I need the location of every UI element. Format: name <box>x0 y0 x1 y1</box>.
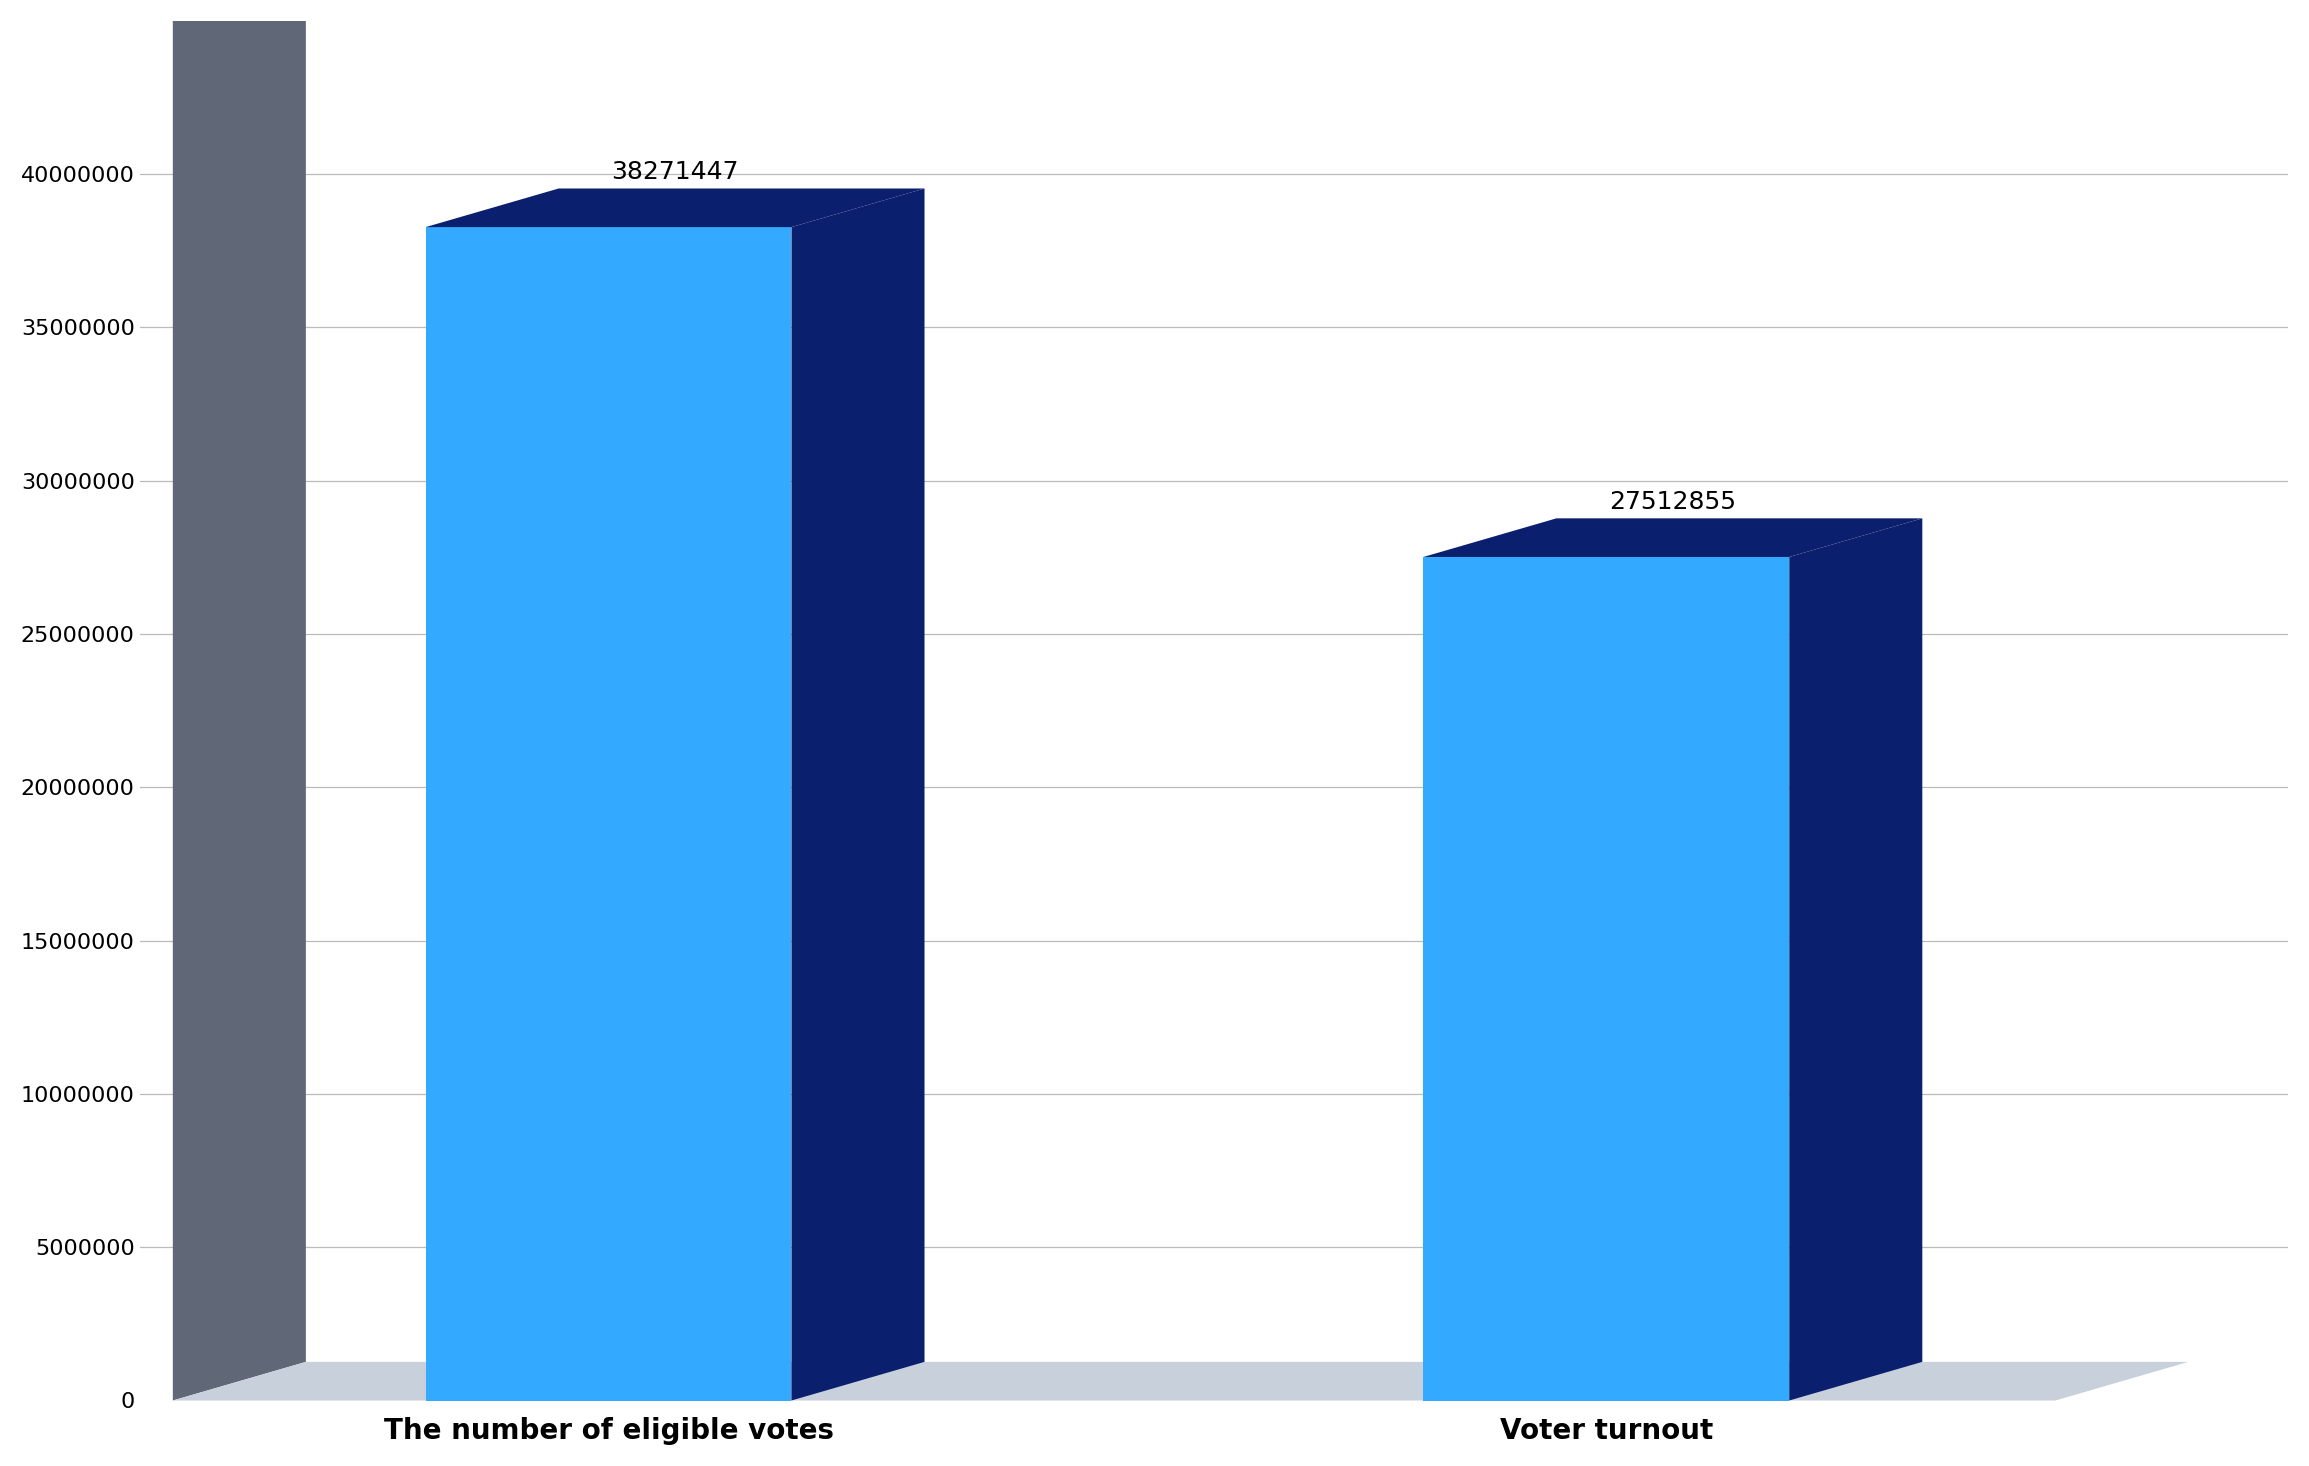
Text: 38271447: 38271447 <box>612 160 739 185</box>
Polygon shape <box>792 189 924 1400</box>
Polygon shape <box>173 0 305 1400</box>
Polygon shape <box>173 1362 2189 1400</box>
Text: 27512855: 27512855 <box>1609 490 1736 515</box>
Polygon shape <box>1789 519 1923 1400</box>
Polygon shape <box>425 189 924 227</box>
Polygon shape <box>1422 519 1923 557</box>
Bar <box>1422 557 1789 1400</box>
Bar <box>425 227 792 1400</box>
